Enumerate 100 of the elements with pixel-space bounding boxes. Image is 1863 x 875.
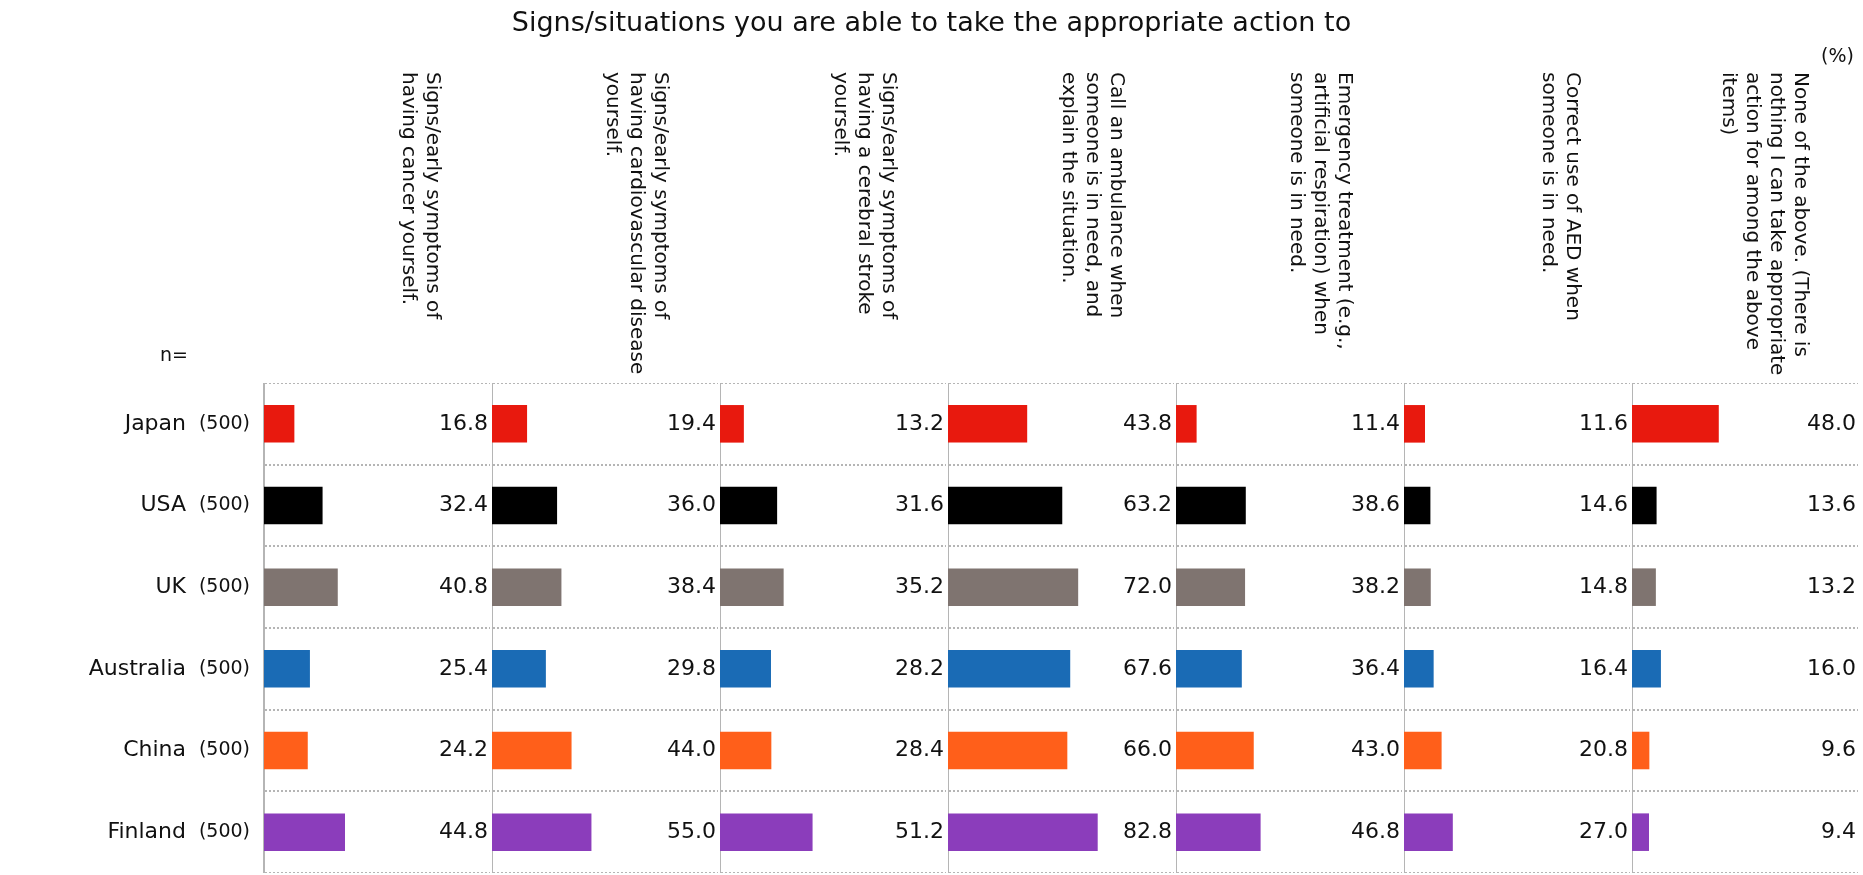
- data-label: 28.4: [895, 736, 944, 762]
- bar: [264, 568, 338, 606]
- bar: [492, 405, 528, 443]
- chart-subtitle: Call an ambulance when someone is in need, and explain the situation.: [1057, 72, 1132, 321]
- bar: [1176, 813, 1261, 851]
- data-label: 20.8: [1579, 736, 1628, 762]
- data-label: 29.8: [667, 654, 716, 680]
- data-label: 40.8: [439, 572, 488, 598]
- text: (500): [198, 819, 250, 842]
- chart-subtitle: Emergency treatment (e.g., artificial respiration) when someone is in need.: [1285, 72, 1360, 352]
- bar: [1176, 568, 1246, 606]
- bar: [264, 486, 323, 525]
- text: (%): [1821, 44, 1854, 66]
- bar: [264, 405, 295, 443]
- text: (500): [198, 737, 250, 760]
- bar: [1404, 486, 1431, 525]
- data-label: 31.6: [895, 491, 944, 517]
- bar: [1176, 486, 1246, 525]
- data-label: 66.0: [1123, 736, 1172, 762]
- data-label: 38.6: [1351, 491, 1400, 517]
- data-label: 32.4: [439, 491, 488, 517]
- bar: [1404, 568, 1431, 606]
- data-label: 46.8: [1351, 817, 1400, 843]
- bar: [720, 731, 772, 770]
- bar: [1176, 405, 1197, 443]
- data-label: 36.0: [667, 491, 716, 517]
- bar: [720, 568, 784, 606]
- bar: [1632, 731, 1650, 770]
- chart-subtitle: Correct use of AED when someone is in need.: [1537, 72, 1588, 323]
- bar: [492, 568, 562, 606]
- bar: [264, 650, 310, 688]
- bar: [1176, 650, 1242, 688]
- data-label: 67.6: [1123, 654, 1172, 680]
- data-label: 25.4: [439, 654, 488, 680]
- chart-subtitle: None of the above. (There is nothing I can take appropriate action for among the above items): [1717, 72, 1816, 377]
- data-label: 13.2: [1807, 572, 1856, 598]
- bar: [948, 405, 1028, 443]
- y-tick-label: China: [123, 736, 186, 762]
- data-label: 44.0: [667, 736, 716, 762]
- bar: [1404, 813, 1453, 851]
- bar: [1632, 405, 1719, 443]
- data-label: 16.8: [439, 409, 488, 435]
- data-label: 51.2: [895, 817, 944, 843]
- bar: [1404, 650, 1434, 688]
- data-label: 14.8: [1579, 572, 1628, 598]
- text: (500): [198, 410, 250, 433]
- data-label: 11.4: [1351, 409, 1400, 435]
- data-label: 72.0: [1123, 572, 1172, 598]
- y-tick-label: Australia: [88, 654, 186, 680]
- data-label: 48.0: [1807, 409, 1856, 435]
- bar: [720, 650, 771, 688]
- bar: [948, 650, 1071, 688]
- bar: [264, 813, 345, 851]
- bar: [264, 731, 308, 770]
- bar: [948, 813, 1098, 851]
- data-label: 43.0: [1351, 736, 1400, 762]
- text: (500): [198, 574, 250, 597]
- data-label: 16.4: [1579, 654, 1628, 680]
- y-tick-label: UK: [155, 572, 187, 598]
- y-tick-label: USA: [140, 491, 186, 517]
- data-label: 14.6: [1579, 491, 1628, 517]
- data-label: 16.0: [1807, 654, 1856, 680]
- data-label: 9.4: [1821, 817, 1856, 843]
- data-label: 13.6: [1807, 491, 1856, 517]
- bar: [492, 813, 592, 851]
- chart-title: Signs/situations you are able to take the appropriate action to: [510, 6, 1353, 37]
- data-label: 63.2: [1123, 491, 1172, 517]
- bar: [1632, 650, 1661, 688]
- chart-subtitle: Signs/early symptoms of having cardiovascular disease yourself.: [601, 72, 676, 377]
- bar: [1632, 486, 1657, 525]
- data-label: 38.2: [1351, 572, 1400, 598]
- data-label: 9.6: [1821, 736, 1856, 762]
- data-label: 11.6: [1579, 409, 1628, 435]
- bar: [1632, 813, 1649, 851]
- data-label: 28.2: [895, 654, 944, 680]
- data-label: 13.2: [895, 409, 944, 435]
- bar: [720, 405, 744, 443]
- data-label: 36.4: [1351, 654, 1400, 680]
- data-label: 27.0: [1579, 817, 1628, 843]
- bar: [492, 650, 546, 688]
- data-label: 35.2: [895, 572, 944, 598]
- bar: [492, 731, 572, 770]
- data-label: 43.8: [1123, 409, 1172, 435]
- bar: [1404, 405, 1425, 443]
- bar: [720, 486, 778, 525]
- text: (500): [198, 655, 250, 678]
- data-label: 38.4: [667, 572, 716, 598]
- chart-subtitle: Signs/early symptoms of having cancer yourself.: [397, 72, 448, 322]
- bar: [948, 486, 1063, 525]
- bar: [720, 813, 813, 851]
- y-tick-label: Finland: [107, 817, 186, 843]
- data-label: 82.8: [1123, 817, 1172, 843]
- y-tick-label: Japan: [122, 409, 186, 435]
- text: n=: [160, 343, 188, 365]
- bar: [948, 568, 1079, 606]
- bar: [1176, 731, 1254, 770]
- data-label: 44.8: [439, 817, 488, 843]
- bar: [492, 486, 558, 525]
- text: (500): [198, 492, 250, 515]
- data-label: 55.0: [667, 817, 716, 843]
